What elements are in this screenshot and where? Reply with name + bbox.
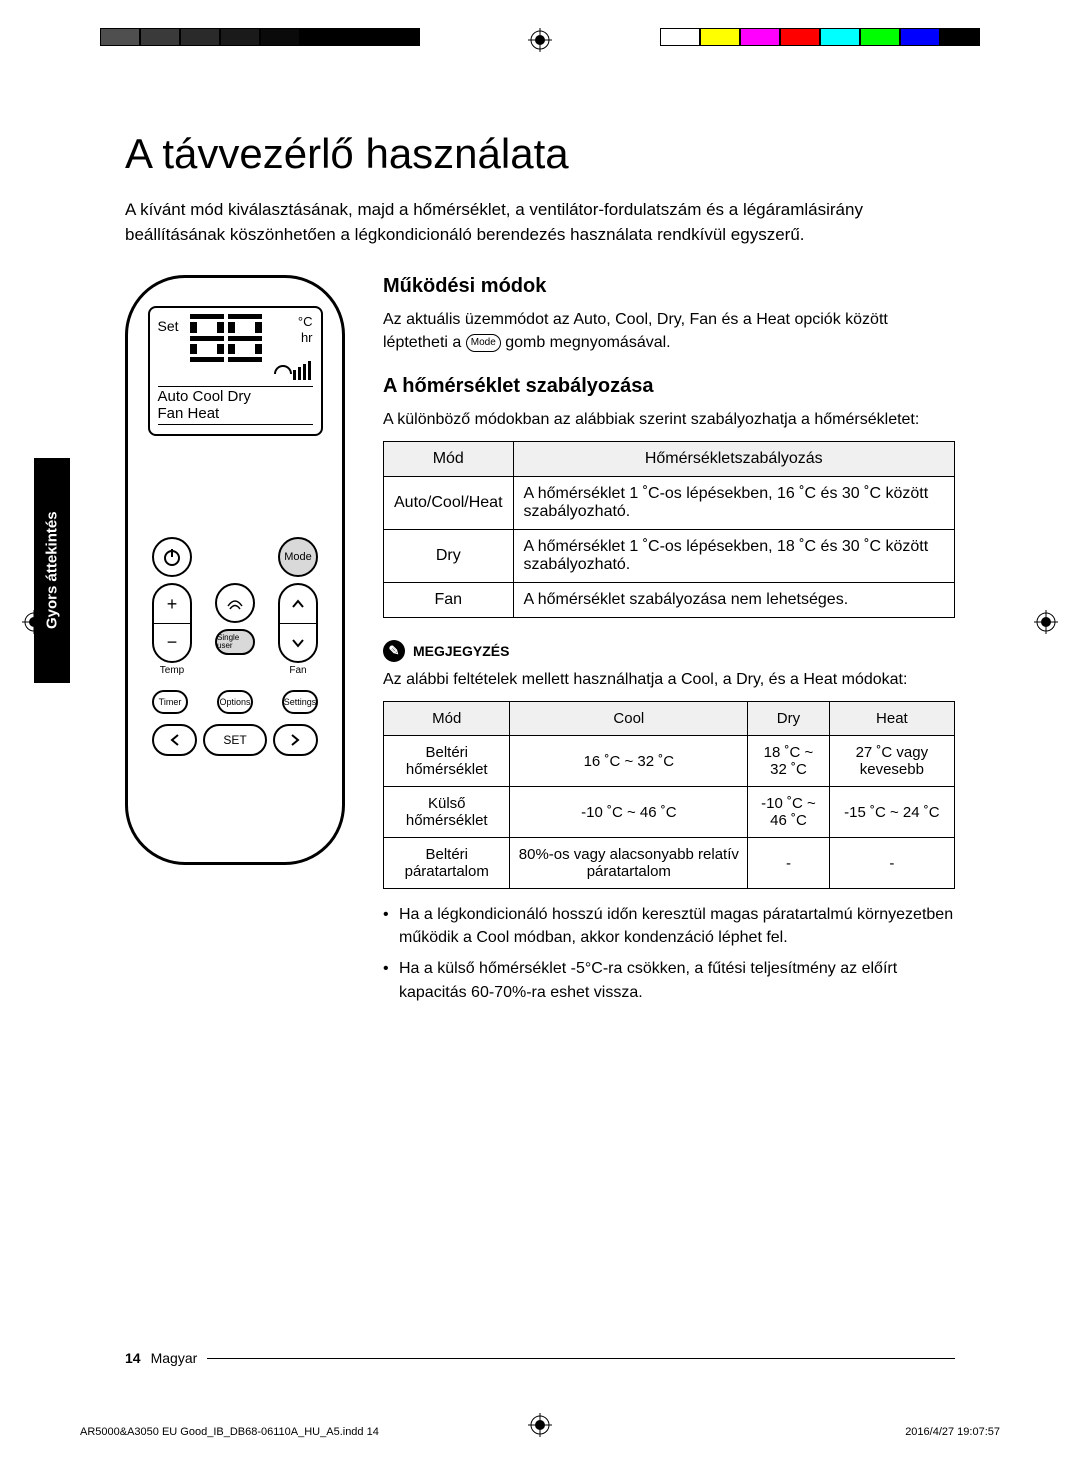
t2-cell: Külső hőmérséklet xyxy=(384,787,510,838)
t2-cell: -10 ˚C ~ 46 ˚C xyxy=(510,787,748,838)
temp-up[interactable]: + xyxy=(154,585,190,624)
t2-col-2: Dry xyxy=(748,702,830,736)
table-row: Auto/Cool/HeatA hőmérséklet 1 ˚C-os lépé… xyxy=(384,476,955,529)
lcd-modes-line1: Auto Cool Dry xyxy=(158,389,313,406)
intro-text: A kívánt mód kiválasztásának, majd a hőm… xyxy=(125,198,955,247)
lcd-modes-line2: Fan Heat xyxy=(158,406,313,423)
note-text: Az alábbi feltételek mellett használhatj… xyxy=(383,668,955,691)
table-row: Beltéri páratartalom 80%-os vagy alacson… xyxy=(384,838,955,889)
registration-mark-bottom xyxy=(528,1413,552,1442)
t2-col-3: Heat xyxy=(829,702,954,736)
t2-cell: 16 ˚C ~ 32 ˚C xyxy=(510,736,748,787)
mode-pill-icon: Mode xyxy=(466,334,501,353)
lcd-mode-list: Auto Cool Dry Fan Heat xyxy=(158,386,313,425)
t1-cell: A hőmérséklet szabályozása nem lehetsége… xyxy=(513,582,954,617)
nav-left-button[interactable] xyxy=(152,724,197,756)
table-row: DryA hőmérséklet 1 ˚C-os lépésekben, 18 … xyxy=(384,529,955,582)
notes-bullet-list: Ha a légkondicionáló hosszú időn kereszt… xyxy=(383,903,955,1004)
fan-label: Fan xyxy=(278,665,318,676)
swing-icon xyxy=(224,592,246,614)
fan-down[interactable] xyxy=(280,624,316,662)
footer-rule xyxy=(207,1358,955,1359)
chevron-up-icon xyxy=(291,599,305,609)
mode-button[interactable]: Mode xyxy=(278,537,318,577)
t1-cell: Dry xyxy=(384,529,514,582)
registration-mark-top xyxy=(0,20,1080,60)
page-number: 14 xyxy=(125,1350,141,1366)
lcd-units: °C hr xyxy=(298,314,313,345)
table-row: FanA hőmérséklet szabályozása nem lehets… xyxy=(384,582,955,617)
table-row: Külső hőmérséklet -10 ˚C ~ 46 ˚C -10 ˚C … xyxy=(384,787,955,838)
single-user-button[interactable]: Single user xyxy=(215,629,255,655)
temp-down[interactable]: − xyxy=(154,624,190,662)
chevron-left-icon xyxy=(169,734,181,746)
t2-col-0: Mód xyxy=(384,702,510,736)
temperature-control-table: Mód Hőmérsékletszabályozás Auto/Cool/Hea… xyxy=(383,441,955,618)
fan-button[interactable] xyxy=(278,583,318,663)
mode-conditions-table: Mód Cool Dry Heat Beltéri hőmérséklet 16… xyxy=(383,701,955,889)
t1-cell: Auto/Cool/Heat xyxy=(384,476,514,529)
nav-right-button[interactable] xyxy=(273,724,318,756)
fan-up[interactable] xyxy=(280,585,316,624)
swing-button[interactable] xyxy=(215,583,255,623)
lcd-set-label: Set xyxy=(158,318,179,334)
list-item: Ha a külső hőmérséklet -5°C-ra csökken, … xyxy=(399,957,955,1003)
page-title: A távvezérlő használata xyxy=(125,130,955,178)
options-button[interactable]: Options xyxy=(217,690,253,714)
lcd-unit-c: °C xyxy=(298,314,313,330)
t2-cell: -10 ˚C ~ 46 ˚C xyxy=(748,787,830,838)
lcd-digits xyxy=(190,314,262,362)
page-footer: 14 Magyar xyxy=(125,1350,955,1366)
section-text-modes: Az aktuális üzemmódot az Auto, Cool, Dry… xyxy=(383,308,955,354)
timer-button[interactable]: Timer xyxy=(152,690,188,714)
power-button[interactable] xyxy=(152,537,192,577)
t2-col-1: Cool xyxy=(510,702,748,736)
t1-cell: Fan xyxy=(384,582,514,617)
section-heading-modes: Működési módok xyxy=(383,275,955,298)
page-language: Magyar xyxy=(151,1350,198,1366)
table-row: Beltéri hőmérséklet 16 ˚C ~ 32 ˚C 18 ˚C … xyxy=(384,736,955,787)
t2-cell: -15 ˚C ~ 24 ˚C xyxy=(829,787,954,838)
lcd-unit-hr: hr xyxy=(298,330,313,346)
section-heading-temp: A hőmérséklet szabályozása xyxy=(383,375,955,398)
power-icon xyxy=(162,547,182,567)
t1-col-1: Hőmérsékletszabályozás xyxy=(513,441,954,476)
note-heading: ✎ MEGJEGYZÉS xyxy=(383,640,955,662)
t2-cell: - xyxy=(829,838,954,889)
t2-cell: - xyxy=(748,838,830,889)
t2-cell: 18 ˚C ~ 32 ˚C xyxy=(748,736,830,787)
print-timestamp: 2016/4/27 19:07:57 xyxy=(905,1426,1000,1438)
note-label: MEGJEGYZÉS xyxy=(413,643,509,659)
remote-illustration: Set °C hr xyxy=(125,275,345,865)
t2-cell: 80%-os vagy alacsonyabb relatív páratart… xyxy=(510,838,748,889)
side-tab: Gyors áttekintés xyxy=(34,458,70,683)
temp-label: Temp xyxy=(152,665,192,676)
registration-mark-right xyxy=(1034,610,1058,639)
note-icon: ✎ xyxy=(383,640,405,662)
set-button[interactable]: SET xyxy=(203,724,266,756)
list-item: Ha a légkondicionáló hosszú időn kereszt… xyxy=(399,903,955,949)
t1-cell: A hőmérséklet 1 ˚C-os lépésekben, 18 ˚C … xyxy=(513,529,954,582)
settings-button[interactable]: Settings xyxy=(282,690,318,714)
temp-button[interactable]: + − xyxy=(152,583,192,663)
remote-lcd: Set °C hr xyxy=(148,306,323,436)
print-file-path: AR5000&A3050 EU Good_IB_DB68-06110A_HU_A… xyxy=(80,1426,379,1438)
t2-cell: Beltéri páratartalom xyxy=(384,838,510,889)
t1-col-0: Mód xyxy=(384,441,514,476)
section-text-temp: A különböző módokban az alábbiak szerint… xyxy=(383,408,955,431)
t2-cell: 27 ˚C vagy kevesebb xyxy=(829,736,954,787)
modes-text-after: gomb megnyomásával. xyxy=(505,334,670,351)
fan-bars-icon xyxy=(271,356,313,382)
t1-cell: A hőmérséklet 1 ˚C-os lépésekben, 16 ˚C … xyxy=(513,476,954,529)
chevron-down-icon xyxy=(291,638,305,648)
chevron-right-icon xyxy=(289,734,301,746)
t2-cell: Beltéri hőmérséklet xyxy=(384,736,510,787)
